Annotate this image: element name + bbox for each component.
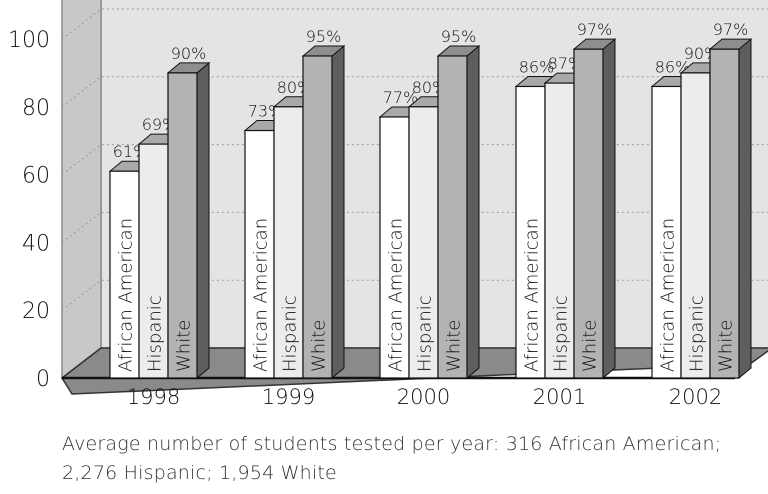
bar-series-label: White bbox=[444, 320, 465, 372]
bar-series-label: African American bbox=[386, 218, 407, 372]
bar-series-label: White bbox=[716, 320, 737, 372]
bar-series-label: Hispanic bbox=[687, 295, 708, 372]
bar-series-label: Hispanic bbox=[280, 295, 301, 372]
bar-value-label: 86% bbox=[519, 57, 555, 76]
bar-series-label: African American bbox=[251, 218, 272, 372]
chart-note: Average number of students tested per ye… bbox=[62, 433, 722, 484]
x-tick-label: 2002 bbox=[669, 385, 722, 409]
bar-series-label: White bbox=[309, 320, 330, 372]
bar bbox=[138, 143, 169, 379]
bar-series-label: African American bbox=[522, 218, 543, 372]
bar bbox=[515, 85, 546, 379]
bar bbox=[709, 48, 740, 379]
gridline bbox=[61, 8, 768, 40]
y-tick-label: 60 bbox=[22, 164, 50, 189]
bar-value-label: 97% bbox=[577, 20, 613, 39]
bar bbox=[167, 72, 198, 379]
bar bbox=[408, 106, 439, 379]
bar-series-label: Hispanic bbox=[551, 295, 572, 372]
y-tick-label: 20 bbox=[22, 299, 50, 324]
bar bbox=[437, 55, 468, 379]
y-tick-label: 40 bbox=[22, 231, 50, 256]
bar-series-label: White bbox=[174, 320, 195, 372]
bar-series-label: Hispanic bbox=[415, 295, 436, 372]
bar bbox=[379, 116, 410, 379]
bar-value-label: 95% bbox=[441, 27, 477, 46]
side-wall bbox=[61, 0, 102, 380]
y-tick-label: 80 bbox=[22, 96, 50, 121]
y-tick-label: 100 bbox=[8, 28, 50, 53]
bar-value-label: 86% bbox=[655, 57, 691, 76]
bar-value-label: 95% bbox=[306, 27, 342, 46]
bar-series-label: White bbox=[580, 320, 601, 372]
x-tick-label: 1999 bbox=[262, 385, 315, 409]
bar bbox=[544, 82, 575, 379]
bar-series-label: African American bbox=[658, 218, 679, 372]
bar bbox=[109, 170, 140, 379]
bar-value-label: 90% bbox=[171, 44, 207, 63]
bar-side bbox=[331, 44, 345, 380]
bar bbox=[651, 85, 682, 379]
bar-value-label: 97% bbox=[713, 20, 749, 39]
bar-side bbox=[602, 38, 616, 380]
bar bbox=[273, 106, 304, 379]
x-tick-label: 2001 bbox=[533, 385, 586, 409]
bar-side bbox=[738, 38, 752, 380]
bar bbox=[302, 55, 333, 379]
y-tick-label: 0 bbox=[36, 367, 50, 392]
bar-series-label: Hispanic bbox=[145, 295, 166, 372]
x-tick-label: 2000 bbox=[397, 385, 450, 409]
bar-side bbox=[196, 61, 210, 380]
bar-value-label: 77% bbox=[383, 88, 419, 107]
bar-series-label: African American bbox=[116, 218, 137, 372]
bar-side bbox=[466, 44, 480, 380]
x-tick-label: 1998 bbox=[127, 385, 180, 409]
bar bbox=[573, 48, 604, 379]
